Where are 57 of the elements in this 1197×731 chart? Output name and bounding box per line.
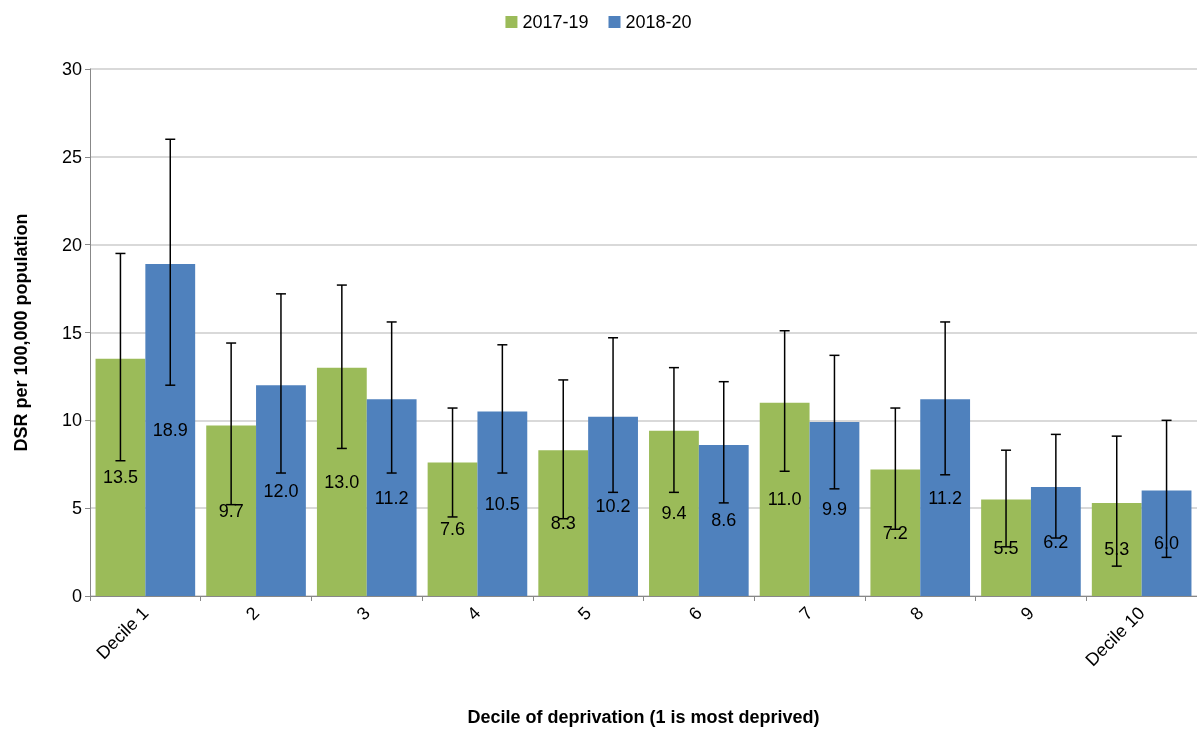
bar [538, 450, 589, 596]
y-tick-label: 15 [61, 322, 82, 343]
data-label: 6.2 [1043, 531, 1069, 552]
y-tick-label: 30 [61, 59, 82, 79]
data-label: 13.0 [324, 471, 360, 492]
bar [366, 399, 417, 596]
x-tick-label: 8 [906, 602, 928, 625]
y-tick-label: 5 [71, 498, 82, 519]
data-label: 9.7 [218, 500, 244, 521]
bar [981, 499, 1031, 596]
data-label: 5.5 [993, 537, 1019, 558]
bar [1141, 490, 1192, 596]
bar [1091, 502, 1142, 596]
y-tick-label: 0 [71, 586, 82, 606]
y-tick-label: 25 [61, 146, 82, 167]
data-label: 13.5 [102, 467, 138, 488]
bar [920, 399, 971, 596]
data-label: 7.6 [440, 519, 466, 540]
data-label: 11.2 [374, 487, 409, 508]
bar [588, 416, 638, 596]
bar [256, 385, 306, 596]
bar [206, 425, 257, 596]
bar [477, 411, 528, 596]
data-label: 18.9 [152, 419, 188, 440]
bar [759, 402, 810, 596]
data-label: 9.9 [821, 499, 847, 520]
data-label: 12.0 [263, 480, 299, 501]
legend-label: 2018-20 [625, 12, 692, 32]
legend-label: 2017-19 [522, 12, 589, 32]
x-tick-label: 6 [684, 602, 706, 625]
bar [809, 422, 860, 596]
data-label: 10.2 [595, 496, 631, 517]
data-label: 9.4 [661, 503, 687, 524]
data-label: 11.2 [928, 487, 963, 508]
bar [649, 430, 699, 596]
bar [95, 358, 146, 596]
data-label: 11.0 [767, 489, 802, 510]
bar [145, 263, 196, 596]
bar [698, 444, 749, 596]
x-tick-label: 7 [795, 602, 817, 625]
data-label: 8.3 [550, 513, 576, 534]
data-label: 10.5 [484, 493, 520, 514]
data-label: 8.6 [711, 510, 737, 531]
bar [427, 462, 478, 596]
x-tick-label: 3 [352, 602, 374, 625]
bar [1030, 487, 1081, 596]
x-tick-label: 5 [574, 602, 596, 625]
data-label: 7.2 [882, 522, 908, 543]
y-tick-label: 10 [61, 410, 82, 431]
x-tick-label: 9 [1016, 602, 1039, 625]
bar [316, 367, 367, 596]
x-tick-label: 4 [463, 602, 485, 625]
y-axis-title: DSR per 100,000 population [11, 213, 31, 452]
bar [870, 469, 921, 596]
x-axis-title: Decile of deprivation (1 is most deprived) [467, 707, 820, 727]
x-tick-label: 2 [241, 602, 264, 625]
y-tick-label: 20 [61, 234, 82, 255]
